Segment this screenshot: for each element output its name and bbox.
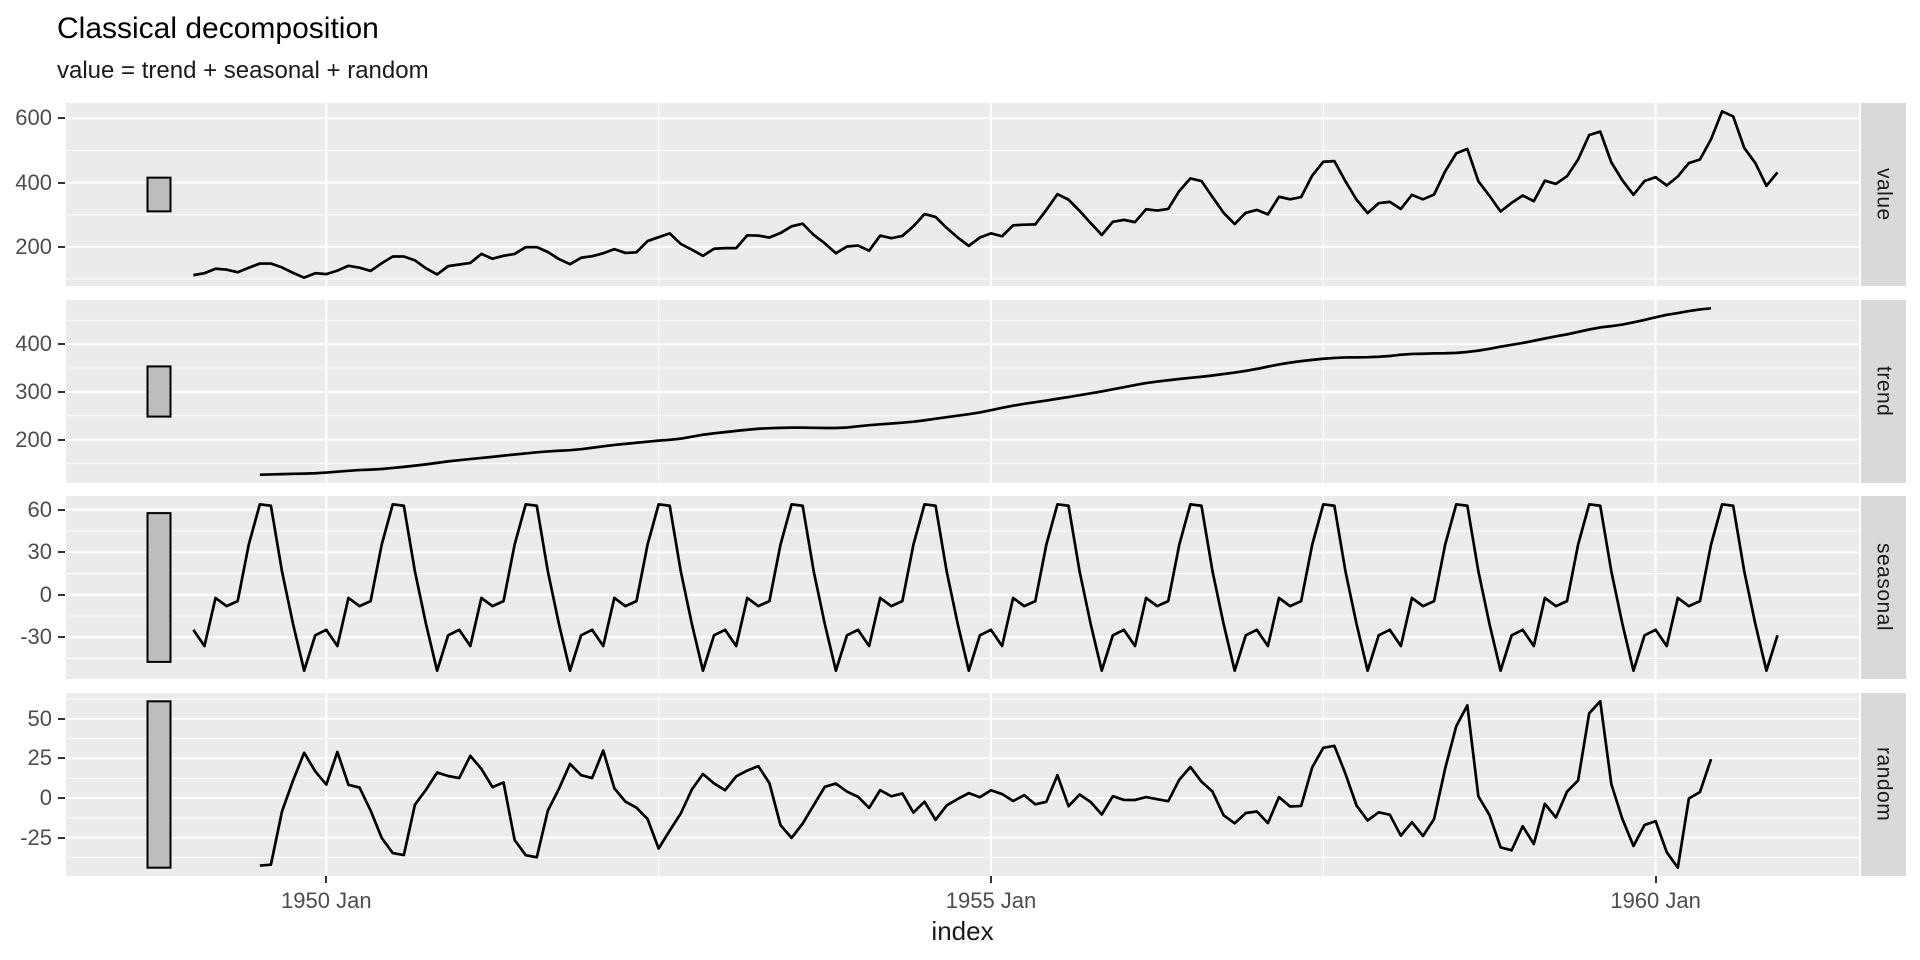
y-tick-mark: [58, 836, 65, 839]
panel-plot-seasonal: [66, 496, 1859, 679]
plot-subtitle: value = trend + seasonal + random: [57, 57, 429, 84]
y-tick-label: 25: [27, 745, 52, 771]
y-tick-label: 0: [39, 785, 52, 810]
y-tick-mark: [58, 636, 65, 639]
y-tick-label: 30: [27, 539, 52, 565]
y-tick-label: 200: [15, 426, 52, 452]
panel-plot-value: [66, 103, 1859, 286]
scale-bar-random: [146, 700, 172, 869]
y-tick-mark: [58, 757, 65, 760]
y-tick-mark: [58, 117, 65, 120]
y-tick-mark: [58, 508, 65, 511]
x-axis-title: index: [931, 916, 994, 946]
scale-bar-seasonal: [146, 512, 172, 663]
trend-line: [259, 306, 1712, 477]
y-tick-label: 400: [15, 169, 52, 195]
panel-random: [66, 693, 1859, 876]
y-tick-label: -25: [20, 824, 52, 850]
seasonal-line: [192, 502, 1779, 673]
y-tick-mark: [58, 797, 65, 799]
strip-seasonal: seasonal: [1861, 496, 1906, 679]
x-tick-mark: [990, 876, 992, 883]
y-tick-label: 400: [15, 331, 52, 357]
plot-title: Classical decomposition: [57, 12, 379, 45]
y-tick-mark: [58, 390, 65, 393]
strip-label: trend: [1872, 366, 1896, 417]
y-tick-label: 300: [15, 378, 52, 404]
y-tick-mark: [58, 245, 65, 248]
y-tick-label: 0: [39, 581, 52, 607]
x-tick-mark: [1654, 876, 1657, 883]
scale-bar-trend: [146, 365, 172, 418]
y-tick-label: 60: [27, 496, 52, 522]
x-tick-mark: [325, 876, 328, 883]
strip-label: value: [1872, 168, 1896, 221]
y-tick-label: 600: [15, 105, 52, 131]
random-line: [259, 699, 1713, 870]
y-tick-label: 50: [27, 705, 52, 731]
strip-value: value: [1861, 103, 1906, 286]
strip-label: seasonal: [1872, 543, 1896, 632]
panel-plot-trend: [66, 300, 1859, 483]
y-tick-label: -30: [20, 624, 52, 650]
scale-bar-value: [146, 176, 172, 213]
strip-random: random: [1861, 693, 1906, 876]
y-tick-mark: [58, 181, 65, 184]
y-tick-mark: [58, 593, 65, 596]
value-line: [193, 109, 1779, 280]
y-tick-mark: [58, 717, 65, 720]
y-tick-mark: [58, 343, 65, 346]
panel-value: [66, 103, 1859, 286]
y-tick-label: 200: [15, 233, 52, 259]
x-tick-label: 1955 Jan: [945, 888, 1037, 913]
y-tick-mark: [58, 551, 65, 554]
panel-trend: [66, 300, 1859, 483]
y-tick-mark: [58, 438, 65, 441]
panel-plot-random: [66, 693, 1859, 876]
panel-seasonal: [66, 496, 1859, 679]
strip-label: random: [1872, 747, 1896, 822]
x-tick-label: 1960 Jan: [1610, 888, 1701, 913]
strip-trend: trend: [1861, 300, 1906, 483]
x-tick-label: 1950 Jan: [281, 888, 372, 913]
